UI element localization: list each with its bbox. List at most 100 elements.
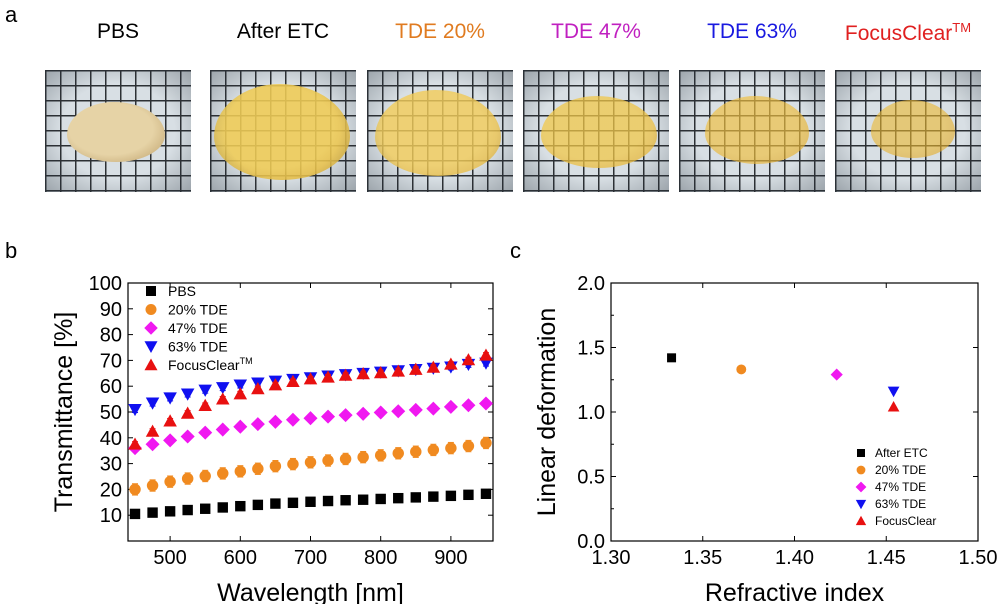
photo-vignette <box>367 70 513 192</box>
photo-label-2: After ETC <box>203 20 363 44</box>
x-tick-label: 700 <box>294 547 327 569</box>
data-point <box>200 503 211 514</box>
y-tick-label: 50 <box>100 402 122 424</box>
x-tick-label: 800 <box>364 547 397 569</box>
legend-marker <box>855 499 867 510</box>
y-tick-label: 90 <box>100 299 122 321</box>
data-point <box>443 399 458 414</box>
data-point <box>427 444 440 456</box>
trademark-superscript: TM <box>952 20 972 35</box>
brain-photo-5 <box>679 70 825 192</box>
brain-sample <box>67 102 165 162</box>
data-point <box>444 357 458 370</box>
legend: After ETC 20% TDE 47% TDE 63% TDE FocusClear <box>855 446 936 528</box>
legend-marker <box>144 321 158 335</box>
transmittance-chart: 10 20 30 40 50 60 70 80 90 100 500 600 700 800 900 Wave… <box>50 273 494 604</box>
data-point <box>285 412 300 427</box>
brain-sample <box>375 90 501 176</box>
photo-label-1: PBS <box>38 20 198 44</box>
panel-a-letter: a <box>5 2 18 27</box>
legend-label: FocusClearTM <box>168 356 253 373</box>
series-5 <box>128 348 493 450</box>
data-point <box>321 409 336 424</box>
series-4 <box>887 386 900 398</box>
data-point <box>180 388 195 401</box>
data-point <box>445 442 457 454</box>
data-point <box>233 379 248 392</box>
data-point <box>374 449 387 462</box>
legend-marker <box>855 515 867 526</box>
data-point <box>393 492 404 504</box>
y-tick-label: 1.5 <box>577 338 605 360</box>
data-point <box>146 479 159 492</box>
x-tick-label: 600 <box>224 547 257 569</box>
brain-sample <box>541 96 657 168</box>
series-2 <box>736 364 747 375</box>
x-tick-label: 1.50 <box>959 547 997 569</box>
series-3 <box>127 396 494 456</box>
photo-label-text: FocusClear <box>844 22 953 45</box>
legend-label: 20% TDE <box>875 463 926 477</box>
y-tick-label: 30 <box>100 454 122 476</box>
legend-label: 47% TDE <box>875 480 926 494</box>
data-point <box>129 508 141 520</box>
legend-label: PBS <box>168 283 196 299</box>
x-tick-label: 1.40 <box>775 547 814 569</box>
legend-marker <box>145 304 157 315</box>
data-point <box>410 446 422 458</box>
legend-marker <box>146 286 156 296</box>
data-point <box>303 372 318 385</box>
brain-photo-3 <box>367 70 513 192</box>
panel-b-letter: b <box>5 238 18 263</box>
photo-label-text: TDE 20% <box>395 20 485 43</box>
data-point <box>251 382 265 395</box>
photo-label-5: TDE 63% <box>672 20 832 44</box>
data-point <box>463 489 474 501</box>
data-point <box>480 488 492 499</box>
data-point <box>887 400 900 412</box>
photo-label-4: TDE 47% <box>516 20 676 44</box>
data-point <box>164 506 176 517</box>
data-point <box>426 401 441 416</box>
photo-vignette <box>210 70 356 192</box>
data-point <box>478 396 494 411</box>
y-tick-label: 20 <box>100 479 122 501</box>
data-point <box>199 470 211 482</box>
data-point <box>373 405 388 420</box>
brain-photo-4 <box>523 70 669 192</box>
legend-label: 47% TDE <box>168 320 228 336</box>
brain-photo-2 <box>210 70 356 192</box>
data-point <box>428 491 439 502</box>
y-tick-label: 1.0 <box>577 402 605 424</box>
x-axis-label: Wavelength [nm] <box>217 579 404 604</box>
data-point <box>338 368 353 381</box>
data-point <box>268 378 283 391</box>
x-tick-label: 500 <box>153 547 186 569</box>
data-point <box>373 366 388 379</box>
photo-vignette <box>45 70 191 192</box>
data-point <box>736 364 747 375</box>
series-1 <box>129 488 492 520</box>
photo-label-text: TDE 63% <box>707 20 797 43</box>
brain-photo-1 <box>45 70 191 192</box>
data-point <box>408 402 423 417</box>
y-tick-label: 10 <box>100 505 122 527</box>
y-tick-label: 40 <box>100 428 122 450</box>
data-point <box>461 353 476 366</box>
data-point <box>180 406 195 419</box>
data-point <box>303 411 318 426</box>
data-point <box>235 500 246 512</box>
legend-marker <box>855 481 867 493</box>
data-point <box>426 360 441 373</box>
legend-label: FocusClear <box>875 514 936 528</box>
y-tick-label: 100 <box>89 273 122 295</box>
data-point <box>128 404 142 417</box>
data-point <box>181 472 194 485</box>
data-point <box>356 406 371 421</box>
photo-label-text: After ETC <box>236 20 330 43</box>
legend-label: 63% TDE <box>875 497 926 511</box>
photo-vignette <box>679 70 825 192</box>
series-2 <box>129 436 492 496</box>
legend-label: After ETC <box>875 446 928 460</box>
